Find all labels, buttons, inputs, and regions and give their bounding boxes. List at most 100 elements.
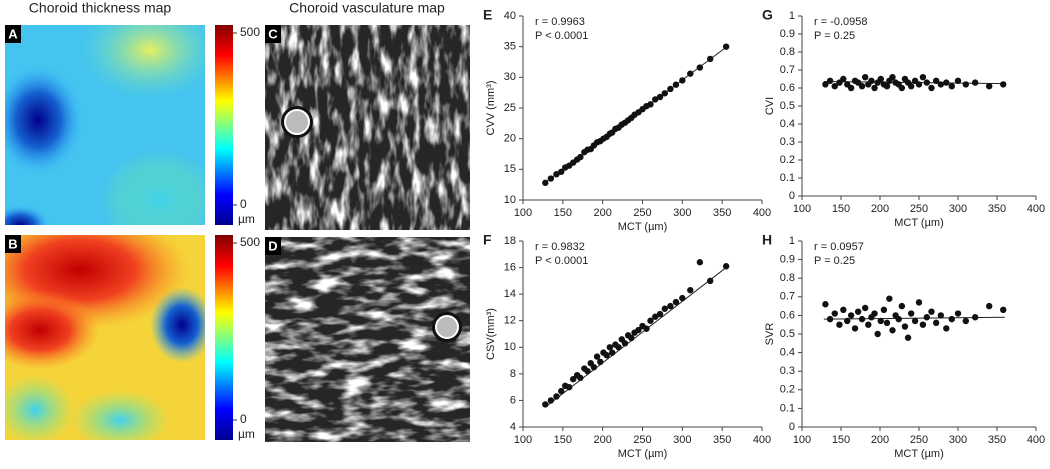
data-point — [898, 302, 906, 310]
data-point — [883, 83, 891, 90]
x-tick-label: 400 — [753, 207, 771, 219]
data-point — [971, 79, 979, 86]
panel-label: H — [762, 232, 772, 248]
y-tick-label: 0.9 — [780, 254, 795, 266]
data-point — [908, 310, 915, 317]
data-point — [847, 312, 855, 319]
x-tick-label: 250 — [910, 434, 928, 446]
fit-line — [545, 267, 727, 408]
x-tick-label: 200 — [871, 434, 889, 446]
panel-label-box — [5, 235, 21, 253]
x-tick-label: 300 — [949, 434, 967, 446]
data-point — [615, 344, 622, 351]
data-point — [679, 77, 686, 84]
data-point — [948, 83, 955, 90]
x-tick-label: 100 — [793, 203, 811, 215]
data-point — [847, 84, 855, 92]
thickness-map-b — [5, 235, 205, 440]
data-point — [844, 317, 851, 325]
data-point — [621, 340, 629, 347]
x-tick-label: 200 — [871, 203, 889, 215]
data-point — [831, 310, 838, 317]
data-point — [593, 353, 601, 360]
y-tick-label: 8 — [510, 368, 516, 380]
panel-label: F — [483, 232, 492, 248]
data-point — [707, 277, 714, 285]
thickness-map-a — [5, 25, 205, 225]
y-tick-label: 1 — [789, 235, 795, 247]
data-point — [652, 313, 659, 320]
y-tick-label: 0.9 — [780, 28, 795, 40]
x-tick-label: 100 — [793, 434, 811, 446]
data-point — [877, 75, 884, 83]
x-tick-label: 250 — [910, 203, 928, 215]
data-point — [656, 310, 664, 318]
annotation: r = 0.9963 — [535, 16, 585, 28]
y-axis-label: CSV(mm³) — [485, 308, 497, 360]
colorbar-unit: µm — [238, 427, 255, 441]
y-axis-label: CVI — [764, 97, 776, 115]
data-point — [919, 74, 927, 81]
data-point — [679, 294, 686, 302]
data-point — [687, 286, 694, 294]
x-tick-label: 350 — [713, 207, 731, 219]
y-tick-label: 14 — [504, 288, 516, 300]
y-tick-label: 0.1 — [780, 172, 795, 184]
colorbar-tick-label: 0 — [240, 197, 247, 211]
data-point — [901, 323, 909, 330]
annotation: P < 0.0001 — [535, 30, 588, 42]
colorbar — [215, 25, 233, 225]
x-tick-label: 150 — [554, 207, 572, 219]
data-point — [667, 85, 674, 93]
data-point — [822, 81, 829, 88]
annotation: P = 0.25 — [814, 30, 855, 42]
data-point — [831, 83, 838, 90]
x-tick-label: 350 — [988, 434, 1006, 446]
y-tick-label: 0.8 — [780, 46, 795, 58]
y-tick-label: 0.7 — [780, 291, 795, 303]
data-point — [854, 308, 862, 315]
data-point — [923, 314, 930, 321]
data-point — [971, 314, 979, 321]
data-point — [865, 321, 872, 328]
annotation: r = 0.9832 — [535, 241, 585, 253]
panel-label: C — [268, 26, 278, 41]
panel-label: A — [8, 26, 18, 41]
x-tick-label: 300 — [949, 203, 967, 215]
x-tick-label: 100 — [514, 434, 532, 446]
y-tick-label: 10 — [504, 341, 516, 353]
panel-label-box — [265, 237, 281, 255]
data-point — [937, 312, 945, 319]
x-tick-label: 100 — [514, 207, 532, 219]
panel-label-box — [5, 25, 21, 43]
data-point — [577, 153, 584, 161]
data-point — [597, 358, 604, 366]
data-point — [569, 375, 577, 383]
data-point — [707, 55, 714, 63]
data-point — [696, 64, 704, 71]
x-tick-label: 350 — [988, 203, 1006, 215]
y-tick-label: 40 — [504, 10, 516, 22]
y-tick-label: 0 — [789, 190, 795, 202]
panel-label: G — [762, 7, 773, 23]
data-point — [915, 81, 923, 88]
data-point — [937, 81, 945, 88]
y-tick-label: 0.6 — [780, 309, 795, 321]
thickness-title: Choroid thickness map — [29, 0, 172, 16]
y-tick-label: 0.5 — [780, 328, 795, 340]
y-tick-label: 0.1 — [780, 402, 795, 414]
data-point — [943, 79, 950, 86]
data-point — [553, 393, 560, 400]
data-point — [547, 175, 555, 182]
y-tick-label: 0.7 — [780, 64, 795, 76]
data-point — [880, 306, 888, 314]
x-axis-label: MCT (µm) — [618, 448, 668, 460]
x-tick-label: 250 — [633, 207, 651, 219]
data-point — [687, 70, 694, 77]
colorbar — [215, 235, 233, 440]
data-point — [898, 84, 906, 92]
data-point — [553, 171, 560, 178]
data-point — [895, 315, 902, 323]
x-tick-label: 150 — [832, 434, 850, 446]
y-tick-label: 1 — [789, 10, 795, 22]
